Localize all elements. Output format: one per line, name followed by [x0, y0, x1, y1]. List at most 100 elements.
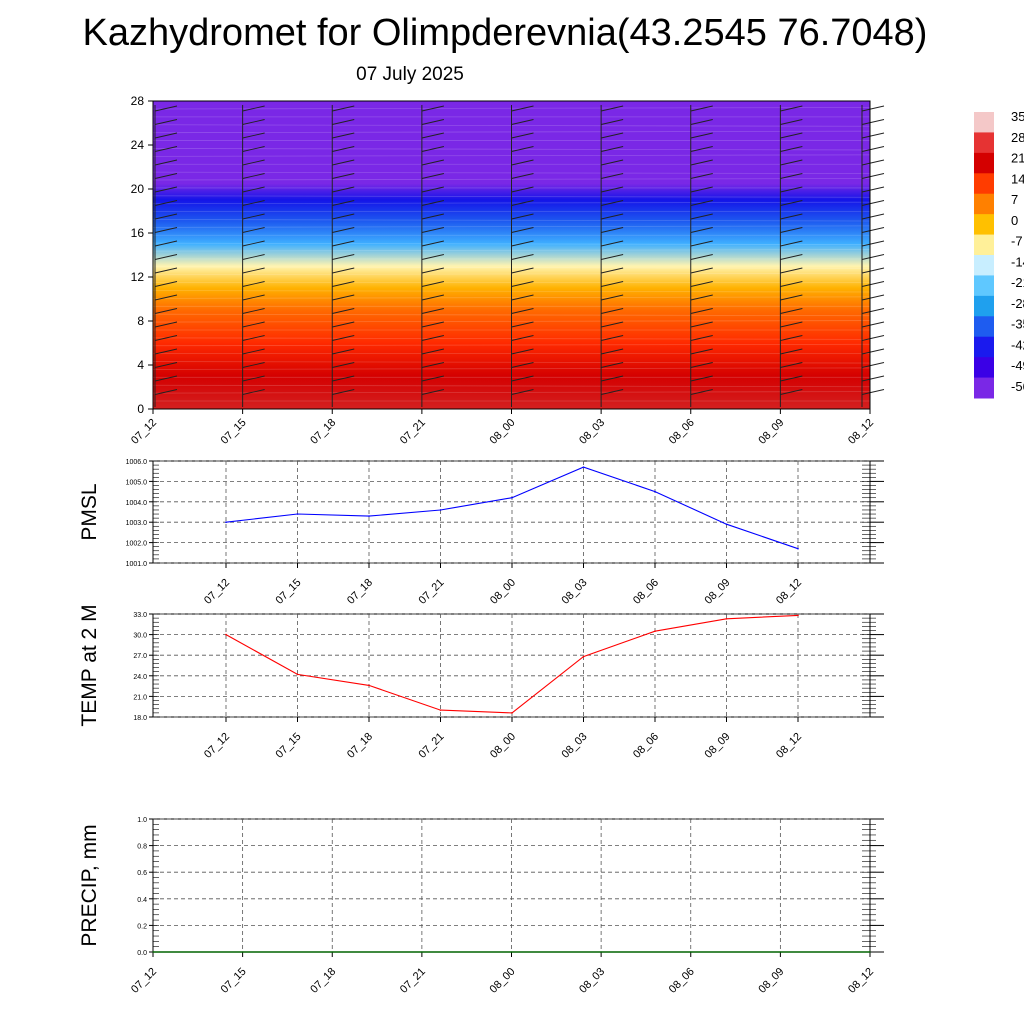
precip-xtick-label: 07_15: [219, 966, 249, 996]
wind-barb: [242, 200, 265, 206]
heatmap-xtick-label: 08_12: [846, 417, 876, 447]
wind-barb: [421, 119, 444, 125]
precip-ytick-label: 0.8: [137, 844, 147, 851]
wind-barb: [511, 227, 534, 233]
wind-barb: [511, 375, 534, 382]
wind-barb: [601, 173, 624, 179]
wind-barb: [332, 281, 355, 287]
colorbar-swatch: [974, 316, 994, 338]
wind-barb: [332, 132, 355, 139]
colorbar-label: -49: [1011, 358, 1024, 373]
precip-ylabel: PRECIP, mm: [78, 824, 101, 946]
wind-barb: [861, 186, 885, 193]
wind-barb: [511, 105, 534, 112]
wind-barb: [332, 335, 355, 341]
precip-xtick-label: 08_00: [488, 966, 518, 996]
temp2m-ylabel: TEMP at 2 M: [78, 604, 101, 726]
wind-barb: [332, 213, 355, 220]
wind-barb: [780, 173, 803, 179]
wind-barb: [780, 335, 803, 341]
temp2m-xtick-label: 07_21: [417, 731, 447, 761]
heatmap-xtick-label: 08_06: [667, 417, 697, 447]
wind-barb: [690, 240, 713, 247]
colorbar-label: -42: [1011, 337, 1024, 352]
wind-barb: [601, 200, 624, 206]
wind-barb: [861, 173, 885, 179]
wind-barb: [421, 213, 444, 220]
wind-barb: [332, 146, 355, 152]
wind-barb: [332, 173, 355, 179]
wind-barb: [242, 186, 265, 193]
heatmap-xtick-label: 07_18: [308, 417, 338, 447]
wind-barb: [242, 348, 265, 355]
wind-barb: [601, 321, 624, 328]
wind-barb: [601, 294, 624, 301]
wind-barb: [690, 105, 713, 112]
temp2m-point: [225, 633, 227, 636]
heatmap-ytick-label: 12: [131, 270, 145, 284]
temp2m-point: [582, 655, 585, 658]
wind-barb: [332, 240, 355, 247]
wind-barb: [511, 146, 534, 152]
colorbar-label: 28: [1011, 130, 1024, 145]
wind-barb: [511, 213, 534, 220]
wind-barb: [421, 308, 444, 314]
pmsl-xtick-label: 07_15: [274, 577, 304, 607]
colorbar-swatch: [974, 357, 994, 379]
colorbar-label: 0: [1011, 213, 1018, 228]
wind-barb: [154, 348, 178, 355]
wind-barb: [861, 159, 885, 166]
wind-barb: [332, 375, 355, 382]
temp2m-xtick-label: 08_06: [631, 731, 661, 761]
wind-barb: [690, 132, 713, 139]
colorbar-swatch: [974, 275, 994, 297]
wind-barb: [511, 119, 534, 125]
wind-barb: [861, 132, 885, 139]
wind-barb: [242, 321, 265, 328]
precip-point: [600, 951, 602, 953]
temp2m-xtick-label: 08_00: [488, 731, 518, 761]
wind-barb: [332, 105, 355, 112]
precip-ytick-label: 1.0: [137, 817, 147, 824]
heatmap-xtick-label: 07_21: [398, 417, 428, 447]
wind-barb: [332, 186, 355, 193]
wind-barb: [154, 254, 178, 260]
precip-xtick-label: 08_09: [756, 966, 786, 996]
pmsl-frame: [152, 460, 871, 564]
wind-barb: [690, 321, 713, 328]
wind-barb: [601, 254, 624, 260]
colorbar-label: 7: [1011, 192, 1018, 207]
chart-subtitle: 07 July 2025: [356, 64, 464, 85]
wind-barb: [242, 213, 265, 220]
wind-barb: [601, 132, 624, 139]
wind-barb: [861, 308, 885, 314]
wind-barb: [154, 321, 178, 328]
wind-barb: [421, 375, 444, 382]
wind-barb: [421, 281, 444, 287]
heatmap-ytick-label: 4: [137, 358, 144, 372]
pmsl-point: [296, 513, 299, 515]
temp2m-ytick-label: 27.0: [133, 653, 147, 660]
colorbar-label: 21: [1011, 151, 1024, 166]
wind-barb: [421, 200, 444, 206]
colorbar-label: -28: [1011, 296, 1024, 311]
wind-barb: [690, 146, 713, 152]
pmsl-ytick-label: 1004.0: [126, 500, 148, 507]
wind-barb: [690, 173, 713, 179]
wind-barb: [154, 375, 178, 382]
temp2m-point: [439, 709, 442, 711]
wind-barb: [332, 254, 355, 260]
temp2m-point: [511, 712, 513, 714]
wind-barb: [780, 308, 803, 314]
precip-point: [152, 951, 154, 953]
precip-xtick-label: 08_12: [846, 966, 876, 996]
wind-barb: [511, 267, 534, 274]
wind-barb: [421, 173, 444, 179]
heatmap-ytick-label: 28: [131, 94, 145, 108]
heatmap-ytick-label: 20: [131, 182, 145, 196]
wind-barb: [511, 254, 534, 260]
precip-ytick-label: 0.4: [137, 897, 147, 904]
precip-panel: 0.0 0.2 0.4 0.6 0.8 1.0 07_12 07_15 07_18 07_21 08…: [78, 817, 884, 996]
wind-barb: [511, 321, 534, 328]
wind-barb: [861, 254, 885, 260]
